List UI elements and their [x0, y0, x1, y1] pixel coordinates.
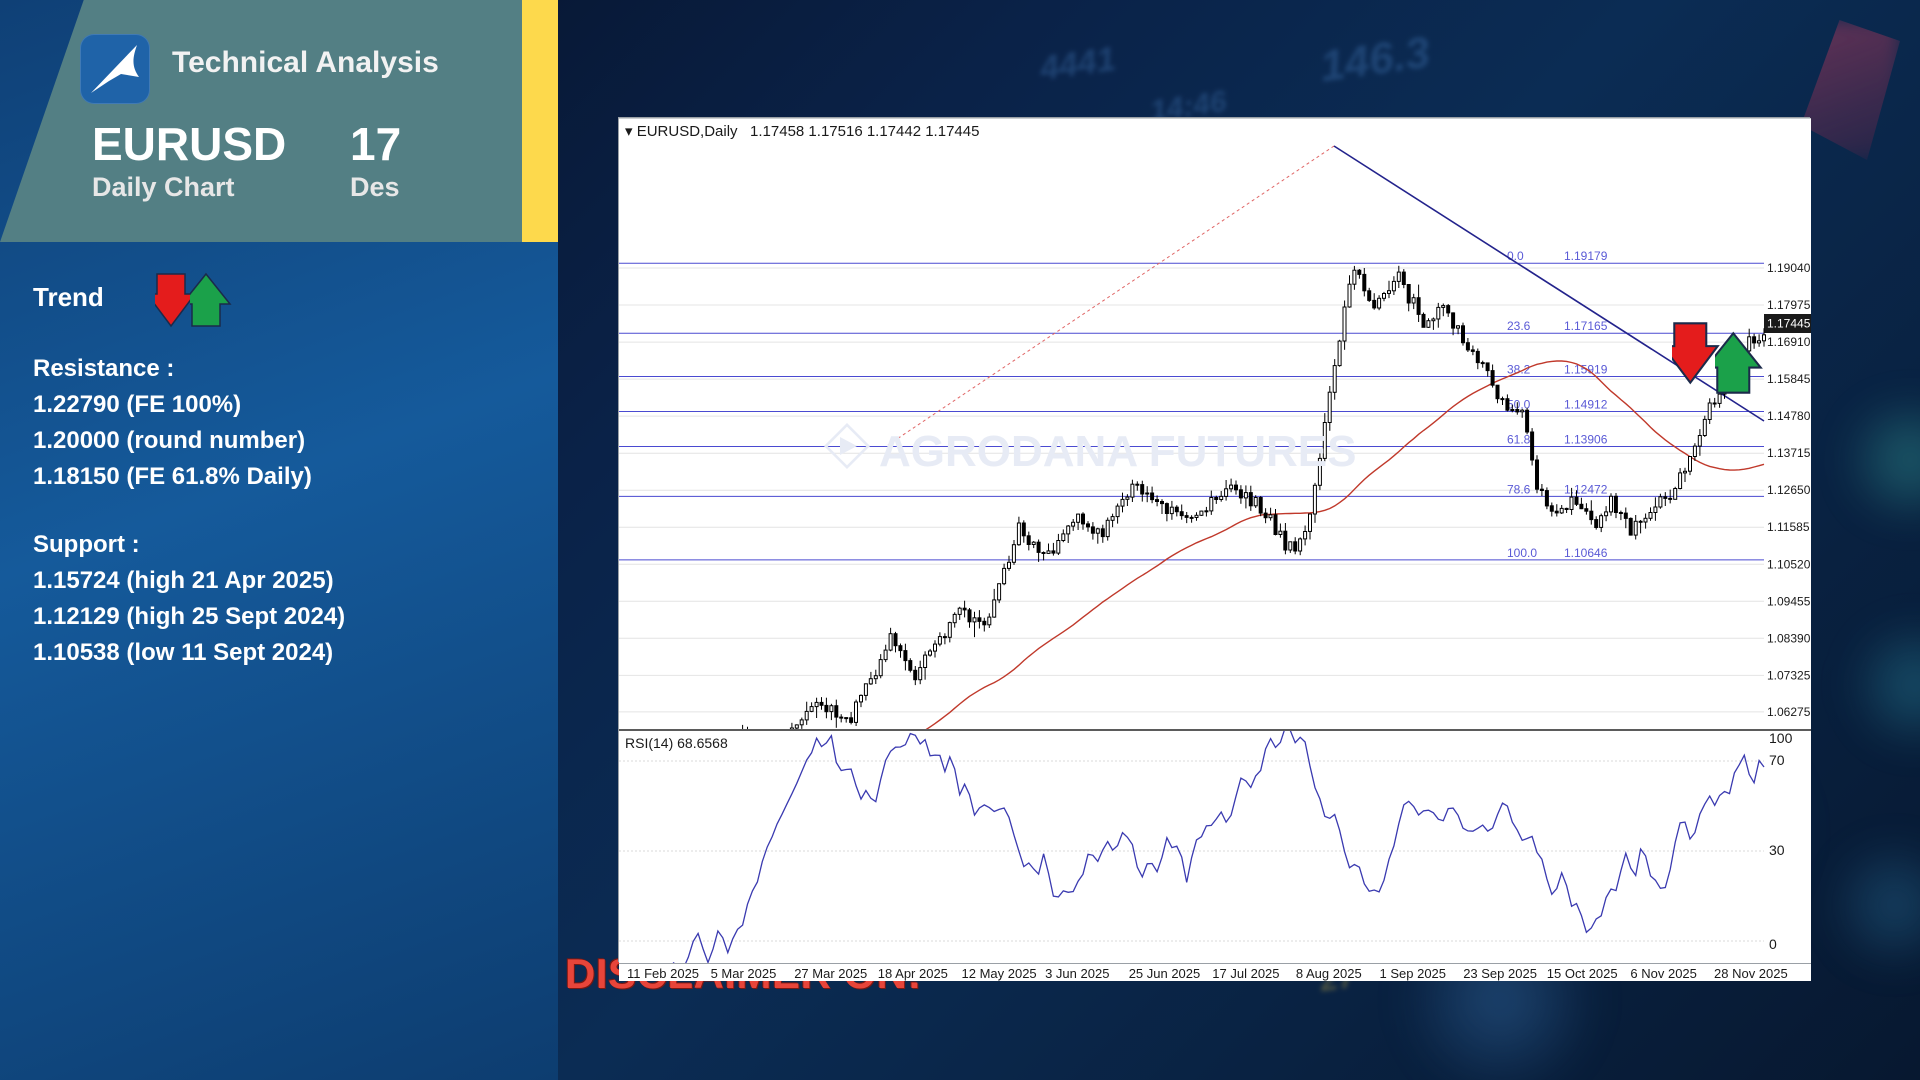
svg-text:12 May 2025: 12 May 2025	[962, 966, 1037, 981]
svg-text:1.08390: 1.08390	[1767, 631, 1811, 645]
svg-text:1.11585: 1.11585	[1767, 520, 1810, 534]
svg-text:6 Nov 2025: 6 Nov 2025	[1630, 966, 1697, 981]
svg-text:8 Aug 2025: 8 Aug 2025	[1296, 966, 1362, 981]
svg-text:1.14780: 1.14780	[1767, 409, 1811, 423]
svg-text:1.19040: 1.19040	[1767, 261, 1811, 275]
svg-text:18 Apr 2025: 18 Apr 2025	[878, 966, 948, 981]
svg-text:11 Feb 2025: 11 Feb 2025	[627, 966, 699, 981]
svg-text:1.17975: 1.17975	[1767, 298, 1811, 312]
svg-text:27 Mar 2025: 27 Mar 2025	[794, 966, 867, 981]
svg-text:1.13715: 1.13715	[1767, 446, 1811, 460]
svg-text:1.19179: 1.19179	[1564, 249, 1608, 263]
svg-text:17 Jul 2025: 17 Jul 2025	[1212, 966, 1279, 981]
svg-text:1.10520: 1.10520	[1767, 557, 1811, 571]
svg-text:70: 70	[1769, 752, 1785, 768]
svg-text:1 Sep 2025: 1 Sep 2025	[1380, 966, 1447, 981]
svg-text:61.8: 61.8	[1507, 433, 1531, 447]
svg-text:23.6: 23.6	[1507, 319, 1531, 333]
svg-text:1.06275: 1.06275	[1767, 705, 1811, 719]
svg-text:30: 30	[1769, 842, 1785, 858]
svg-text:1.09455: 1.09455	[1767, 594, 1811, 608]
svg-text:15 Oct 2025: 15 Oct 2025	[1547, 966, 1618, 981]
svg-text:1.15845: 1.15845	[1767, 372, 1811, 386]
svg-text:3 Jun 2025: 3 Jun 2025	[1045, 966, 1109, 981]
svg-text:25 Jun 2025: 25 Jun 2025	[1129, 966, 1201, 981]
svg-text:38.2: 38.2	[1507, 363, 1531, 377]
svg-text:1.14912: 1.14912	[1564, 398, 1608, 412]
svg-text:1.12650: 1.12650	[1767, 483, 1811, 497]
svg-text:0: 0	[1769, 936, 1777, 952]
svg-text:28 Nov 2025: 28 Nov 2025	[1714, 966, 1788, 981]
svg-text:1.12472: 1.12472	[1564, 482, 1608, 496]
svg-text:1.13906: 1.13906	[1564, 433, 1608, 447]
svg-text:1.10646: 1.10646	[1564, 546, 1608, 560]
svg-text:1.07325: 1.07325	[1767, 668, 1811, 682]
svg-text:78.6: 78.6	[1507, 482, 1531, 496]
svg-text:1.17445: 1.17445	[1767, 317, 1811, 331]
svg-text:100.0: 100.0	[1507, 546, 1537, 560]
svg-text:23 Sep 2025: 23 Sep 2025	[1463, 966, 1537, 981]
svg-text:100: 100	[1769, 731, 1793, 746]
svg-text:1.15919: 1.15919	[1564, 363, 1608, 377]
svg-text:1.16910: 1.16910	[1767, 335, 1811, 349]
svg-text:5 Mar 2025: 5 Mar 2025	[711, 966, 777, 981]
svg-text:1.17165: 1.17165	[1564, 319, 1608, 333]
svg-text:0.0: 0.0	[1507, 249, 1524, 263]
